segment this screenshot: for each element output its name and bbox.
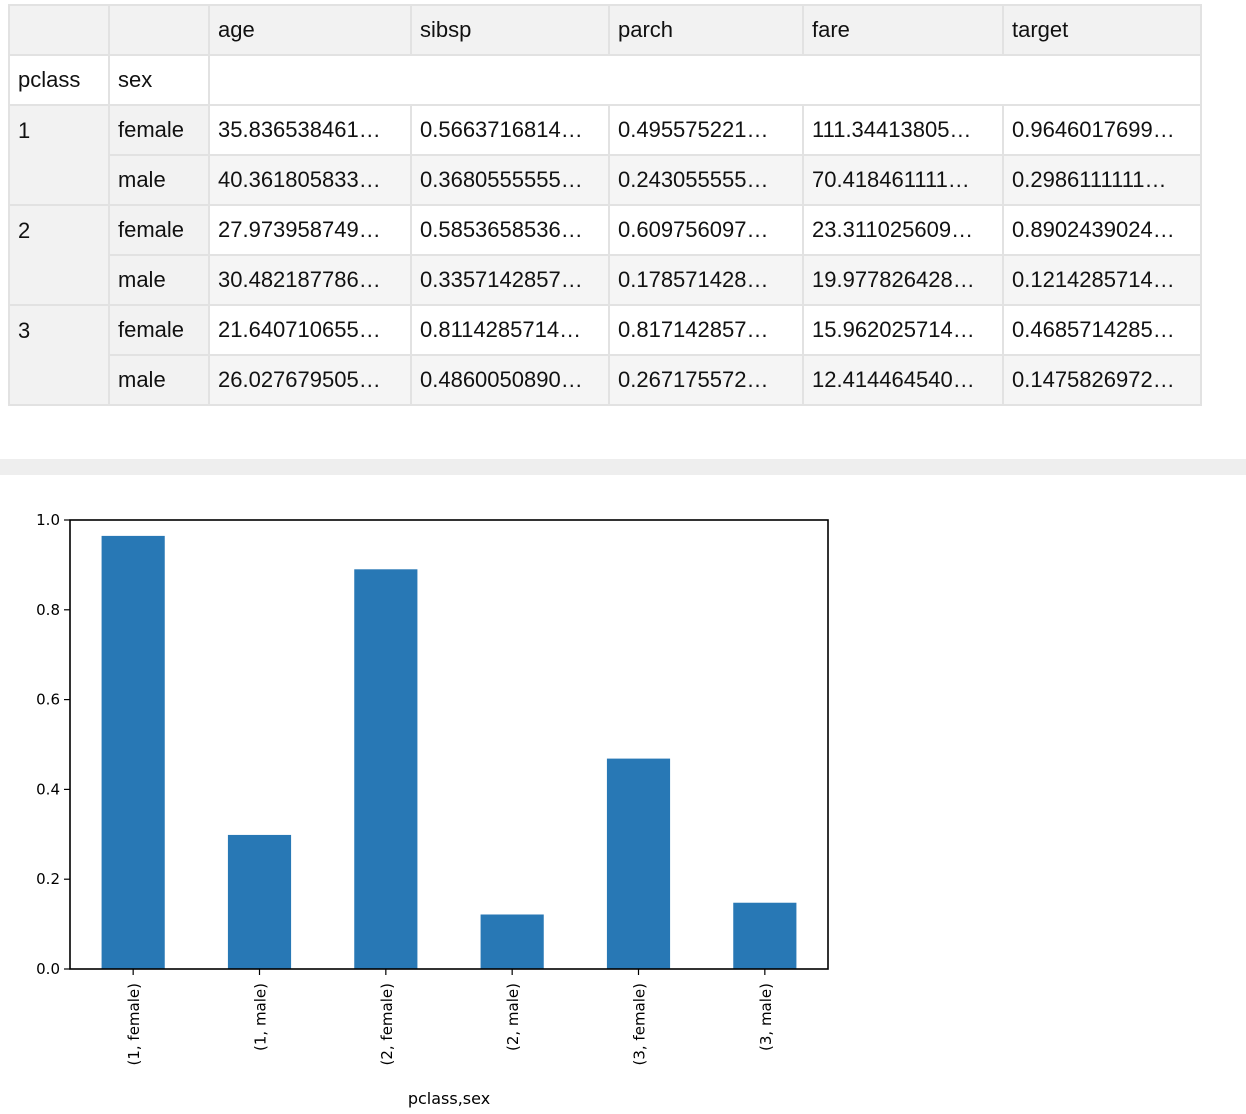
column-header-row: age sibsp parch fare target — [8, 4, 1202, 56]
table-cell: 35.836538461… — [208, 104, 412, 156]
y-tick-label: 1.0 — [36, 511, 60, 529]
table-row: 1 female 35.836538461… 0.5663716814… 0.49557… — [8, 104, 1202, 206]
x-axis: (1, female) (1, male) (2, female) (2, male)… — [125, 969, 775, 1066]
table-cell: 0.8114285714… — [410, 304, 610, 356]
bar-group — [101, 535, 797, 969]
table-cell: 0.267175572… — [608, 354, 804, 406]
table-cell: 21.640710655… — [208, 304, 412, 356]
table-cell: 15.962025714… — [802, 304, 1004, 356]
row-index-pclass: 2 — [8, 204, 110, 306]
bar — [480, 914, 544, 969]
table-row: 3 female 21.640710655… 0.8114285714… 0.81714… — [8, 304, 1202, 406]
table-cell: 0.243055555… — [608, 154, 804, 206]
row-index-sex: male — [108, 154, 210, 206]
bar — [733, 902, 797, 969]
bar — [101, 535, 165, 969]
table-cell: 70.418461111… — [802, 154, 1004, 206]
x-axis-label: pclass,sex — [408, 1089, 490, 1108]
table-row: 2 female 27.973958749… 0.5853658536… 0.60975… — [8, 204, 1202, 306]
column-header: fare — [802, 4, 1004, 56]
table-cell: 0.3680555555… — [410, 154, 610, 206]
x-tick-label: (3, male) — [757, 983, 775, 1051]
corner-cell — [108, 4, 210, 56]
bar — [227, 834, 292, 969]
bar-chart: 0.00.20.40.60.81.0 (1, female) (1, male)(… — [36, 511, 829, 1108]
bar — [606, 758, 671, 969]
column-header: sibsp — [410, 4, 610, 56]
table-cell: 23.311025609… — [802, 204, 1004, 256]
table-cell: 26.027679505… — [208, 354, 412, 406]
y-tick-label: 0.8 — [36, 601, 60, 619]
table-cell: 0.2986111111… — [1002, 154, 1202, 206]
column-header: age — [208, 4, 412, 56]
row-index-sex: female — [108, 204, 210, 256]
row-index-pclass: 1 — [8, 104, 110, 206]
index-name-row-filler — [208, 54, 1202, 106]
column-header: target — [1002, 4, 1202, 56]
table-cell: 0.9646017699… — [1002, 104, 1202, 156]
table-row: male 30.482187786… 0.3357142857… 0.17857142… — [9, 254, 1202, 306]
table-cell: 0.5853658536… — [410, 204, 610, 256]
y-tick-label: 0.4 — [36, 780, 60, 798]
x-tick-label: (1, male) — [252, 983, 270, 1051]
table-cell: 0.817142857… — [608, 304, 804, 356]
table-cell: 0.609756097… — [608, 204, 804, 256]
y-axis: 0.0 0.2 0.4 0.6 0.8 1.0 — [36, 511, 70, 978]
row-index-sex: female — [108, 104, 210, 156]
x-tick-label: (2, female) — [378, 983, 396, 1066]
cell-separator — [0, 459, 1246, 475]
x-tick-label: (3, female) — [631, 983, 649, 1066]
table-cell: 111.34413805… — [802, 104, 1004, 156]
index-name-row: pclass sex — [8, 54, 1202, 106]
table-row: male 26.027679505… 0.4860050890… 0.26717557… — [9, 354, 1202, 406]
table-cell: 0.495575221… — [608, 104, 804, 156]
table-cell: 12.414464540… — [802, 354, 1004, 406]
table-row: male 40.361805833… 0.3680555555… 0.24305555… — [9, 154, 1202, 206]
row-index-sex: male — [108, 254, 210, 306]
index-name: pclass — [8, 54, 110, 106]
x-tick-label: (1, female) — [125, 983, 143, 1066]
plot-frame — [69, 519, 829, 970]
bar — [354, 569, 418, 969]
table-cell: 30.482187786… — [208, 254, 412, 306]
row-index-pclass: 3 — [8, 304, 110, 406]
table-cell: 0.5663716814… — [410, 104, 610, 156]
table-cell: 40.361805833… — [208, 154, 412, 206]
table-cell: 0.4685714285… — [1002, 304, 1202, 356]
table-cell: 0.1475826972… — [1002, 354, 1202, 406]
table-cell: 19.977826428… — [802, 254, 1004, 306]
corner-cell — [8, 4, 110, 56]
table-cell: 0.3357142857… — [410, 254, 610, 306]
table-cell: 0.178571428… — [608, 254, 804, 306]
y-tick-label: 0.0 — [36, 960, 60, 978]
dataframe-body: 1 female 35.836538461… 0.5663716814… 0.49557… — [8, 104, 1202, 406]
row-index-sex: male — [108, 354, 210, 406]
table-cell: 0.8902439024… — [1002, 204, 1202, 256]
x-tick-label: (2, male) — [504, 983, 522, 1051]
row-index-sex: female — [108, 304, 210, 356]
table-cell: 0.1214285714… — [1002, 254, 1202, 306]
dataframe-table: age sibsp parch fare target pclass sex 1… — [8, 4, 1202, 406]
y-tick-label: 0.2 — [36, 870, 60, 888]
index-name: sex — [108, 54, 210, 106]
column-header: parch — [608, 4, 804, 56]
table-cell: 0.4860050890… — [410, 354, 610, 406]
y-tick-label: 0.6 — [36, 691, 60, 709]
table-cell: 27.973958749… — [208, 204, 412, 256]
